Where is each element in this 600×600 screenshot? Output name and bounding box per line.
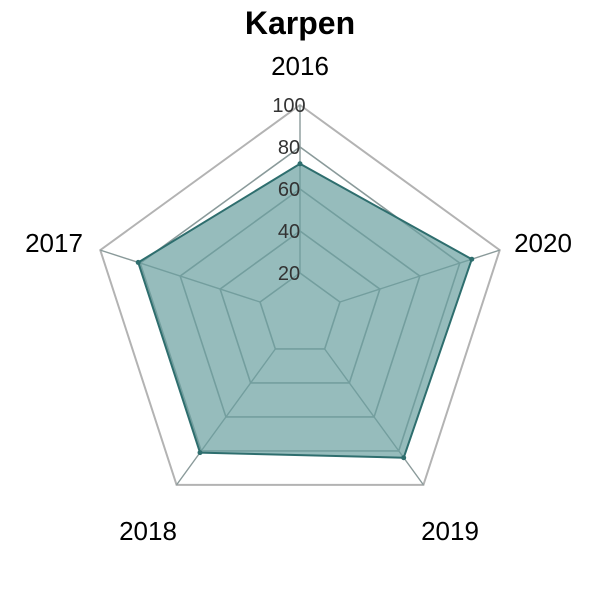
tick-label-60: 60 [278,179,300,201]
tick-label-100: 100 [272,95,305,117]
grid-ring-100 [99,103,501,486]
axis-label-2019: 2019 [421,516,479,546]
radar-tick-labels: 20 40 60 80 100 [272,95,305,285]
axis-label-2020: 2020 [514,228,572,258]
data-point-2018 [197,450,203,456]
axis-label-2016: 2016 [271,51,329,81]
data-point-2019 [401,455,407,461]
tick-label-80: 80 [278,137,300,159]
chart-title: Karpen [245,5,355,41]
radar-series [135,161,475,461]
data-point-2020 [469,256,475,262]
radar-axis-labels: 2016 2020 2019 2018 2017 [25,51,572,546]
data-point-2017 [135,259,141,265]
axis-label-2018: 2018 [119,516,177,546]
data-point-2016 [297,161,303,167]
tick-label-20: 20 [278,263,300,285]
series-area [137,162,473,459]
axis-label-2017: 2017 [25,228,83,258]
tick-label-40: 40 [278,221,300,243]
